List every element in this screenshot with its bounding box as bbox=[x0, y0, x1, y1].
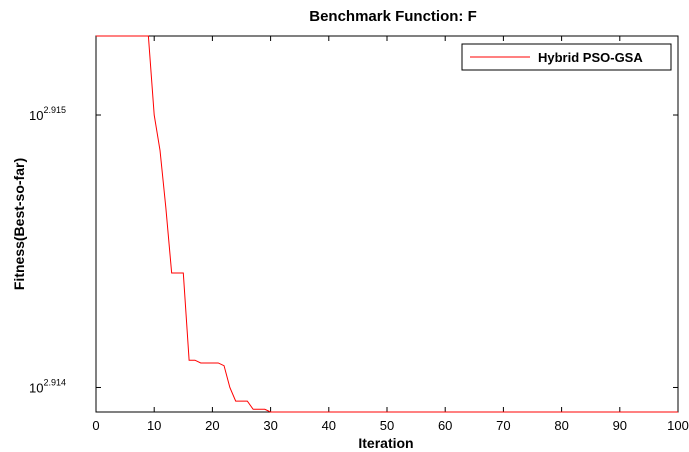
legend-label-hybrid-pso-gsa: Hybrid PSO-GSA bbox=[538, 50, 643, 65]
x-axis: 0 10 20 30 40 50 60 70 80 90 100 bbox=[92, 36, 689, 433]
y-tick-base: 10 bbox=[29, 108, 43, 123]
y-tick-label-2.915: 102.915 bbox=[29, 105, 66, 123]
x-tick-label-90: 90 bbox=[613, 418, 627, 433]
x-tick-label-0: 0 bbox=[92, 418, 99, 433]
x-tick-label-30: 30 bbox=[263, 418, 277, 433]
x-axis-label: Iteration bbox=[358, 435, 413, 451]
y-tick-label-2.914: 102.914 bbox=[29, 377, 66, 395]
x-tick-label-70: 70 bbox=[496, 418, 510, 433]
plot-area bbox=[95, 35, 679, 413]
series-layer bbox=[96, 35, 678, 413]
y-tick-exponent: 2.914 bbox=[43, 377, 66, 387]
x-tick-label-10: 10 bbox=[147, 418, 161, 433]
chart-title: Benchmark Function: F bbox=[309, 8, 477, 25]
x-tick-label-20: 20 bbox=[205, 418, 219, 433]
y-tick-base: 10 bbox=[29, 380, 43, 395]
y-axis-label: Fitness(Best-so-far) bbox=[11, 158, 27, 290]
series-line-hybrid-pso-gsa bbox=[96, 35, 678, 413]
legend: Hybrid PSO-GSA bbox=[461, 43, 672, 71]
x-tick-label-50: 50 bbox=[380, 418, 394, 433]
x-tick-label-40: 40 bbox=[322, 418, 336, 433]
x-tick-label-80: 80 bbox=[554, 418, 568, 433]
x-tick-label-60: 60 bbox=[438, 418, 452, 433]
y-tick-exponent: 2.915 bbox=[43, 105, 66, 115]
x-tick-label-100: 100 bbox=[667, 418, 689, 433]
